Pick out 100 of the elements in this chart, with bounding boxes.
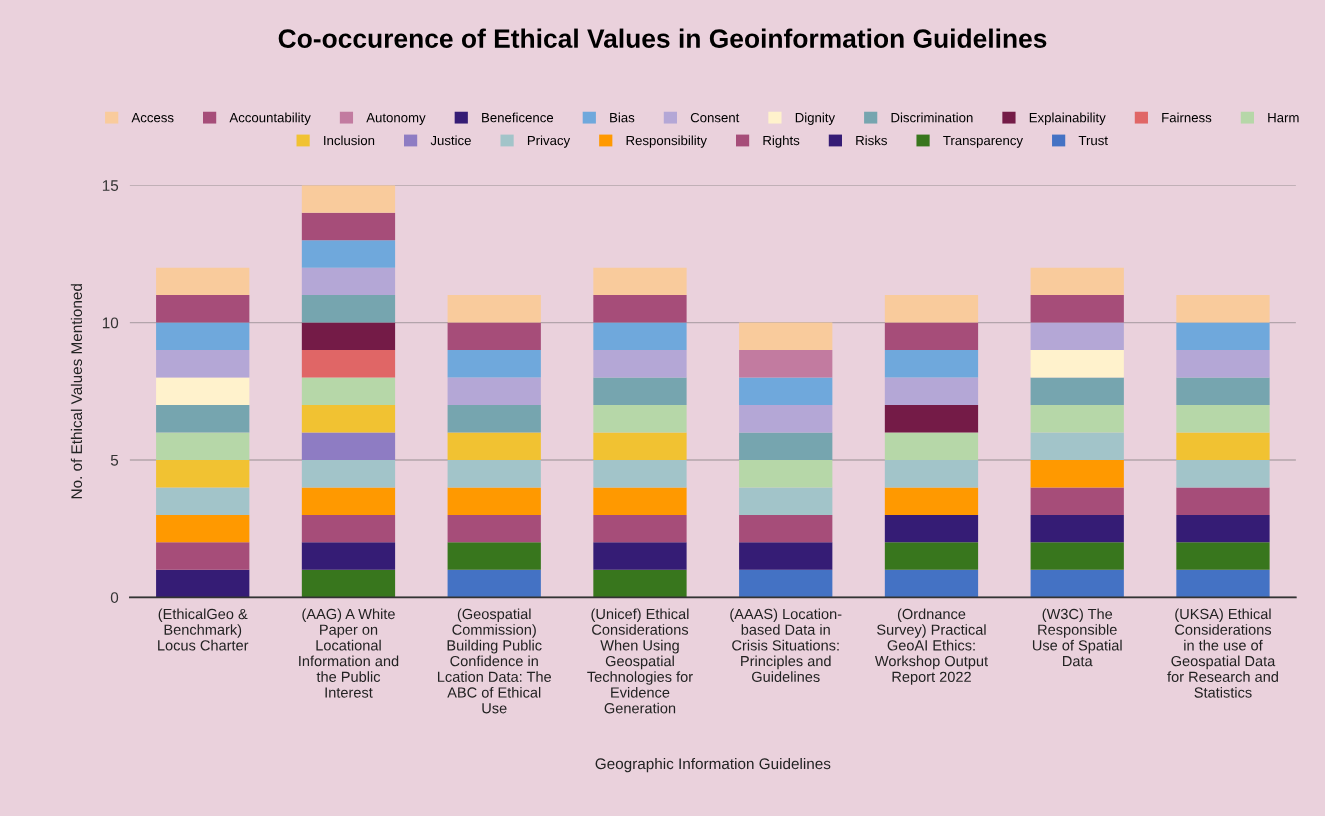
bar [884, 377, 979, 406]
y-tick-label: 0 [110, 592, 119, 603]
bar [739, 350, 833, 378]
bar [447, 295, 541, 323]
bar [301, 350, 396, 378]
bar [447, 459, 541, 488]
bar [593, 459, 687, 488]
bar [1176, 432, 1270, 460]
bar [739, 405, 833, 433]
bar [1030, 514, 1124, 543]
legend-label: Fairness [1162, 112, 1212, 123]
legend-label: Responsibility [626, 135, 707, 148]
bar [301, 569, 396, 598]
legend-label: Accountability [229, 112, 311, 125]
bar [593, 350, 687, 378]
bar [739, 542, 833, 570]
chart-title: Co-occurence of Ethical Values in Geoinformation Guidelines [278, 28, 1047, 48]
bar [1176, 459, 1270, 488]
bar [156, 487, 250, 515]
bar [1030, 459, 1124, 488]
bar [301, 267, 396, 296]
bar [156, 514, 250, 543]
legend-label: Inclusion [324, 135, 375, 146]
bar [1176, 377, 1270, 406]
bar [301, 295, 396, 323]
bar [593, 487, 687, 515]
x-tick-label: (Unicef) Ethical Considerations When Using Geospatial Technologies for Evidence Generation [587, 608, 693, 714]
bar [1030, 487, 1124, 515]
y-tick-label: 15 [102, 180, 119, 191]
bar [1176, 514, 1270, 543]
legend-label: Bias [610, 112, 635, 123]
legend-label: Beneficence [482, 112, 554, 123]
bar [447, 542, 541, 570]
bar [1030, 377, 1124, 406]
bar [593, 322, 687, 351]
bar [301, 212, 396, 241]
bar [1030, 432, 1124, 460]
legend-label: Autonomy [366, 113, 426, 125]
bar [884, 350, 979, 378]
bar [1176, 569, 1270, 598]
bar [156, 542, 250, 570]
bar [301, 542, 396, 570]
legend-label: Dignity [795, 112, 836, 125]
x-tick-label: (AAG) A White Paper on Locational Information and the Public Interest [299, 608, 399, 698]
bar [156, 267, 250, 296]
bar [739, 487, 833, 515]
legend-label: Consent [690, 112, 740, 123]
bar [156, 405, 250, 433]
bar [447, 569, 541, 598]
legend-label: Harm [1268, 113, 1299, 123]
bar [593, 267, 687, 296]
bar [1030, 350, 1124, 378]
bar [447, 487, 541, 515]
bar [1176, 350, 1270, 378]
bar [1176, 405, 1270, 433]
bar [739, 459, 833, 488]
bar [447, 514, 541, 543]
bar [593, 405, 687, 433]
legend-label: Transparency [943, 135, 1023, 148]
bar [1030, 295, 1124, 323]
bar [156, 432, 250, 460]
bar [447, 432, 541, 460]
bar [739, 432, 833, 460]
x-tick-label: (EthicalGeo & Benchmark) Locus Charter [158, 608, 249, 651]
bar [156, 377, 250, 406]
bar [301, 487, 396, 515]
bar [447, 377, 541, 406]
bar [593, 295, 687, 323]
bar [156, 322, 250, 351]
bar [884, 322, 979, 351]
bar [156, 459, 250, 488]
bar [884, 459, 979, 488]
legend-label: Rights [763, 135, 800, 148]
bar [884, 487, 979, 515]
bar [739, 377, 833, 406]
bar [739, 514, 833, 543]
bar [593, 514, 687, 543]
bar [884, 569, 979, 598]
bar [301, 322, 396, 351]
x-tick-label: (UKSA) Ethical Considerations in the use of Geospatial Data for Research and Statistics [1167, 608, 1278, 698]
legend-label: Trust [1078, 135, 1108, 146]
bar [884, 542, 979, 570]
bar [1030, 322, 1124, 351]
legend-label: Risks [856, 135, 887, 146]
bar [447, 322, 541, 351]
y-axis-title: No. of Ethical Values Mentioned [70, 284, 83, 499]
bar [884, 514, 979, 543]
legend-label: Explainability [1029, 112, 1106, 125]
bar [301, 432, 396, 460]
bar [301, 185, 396, 213]
bar [884, 295, 979, 323]
bar [447, 350, 541, 378]
bar [301, 514, 396, 543]
bar [884, 432, 979, 460]
bar [156, 295, 250, 323]
bar [593, 377, 687, 406]
bar [156, 569, 250, 598]
x-tick-label: (Ordnance Survey) Practical GeoAI Ethics: Workshop Output Report 2022 [874, 608, 988, 685]
bar [1030, 267, 1124, 296]
bar [1030, 542, 1124, 570]
